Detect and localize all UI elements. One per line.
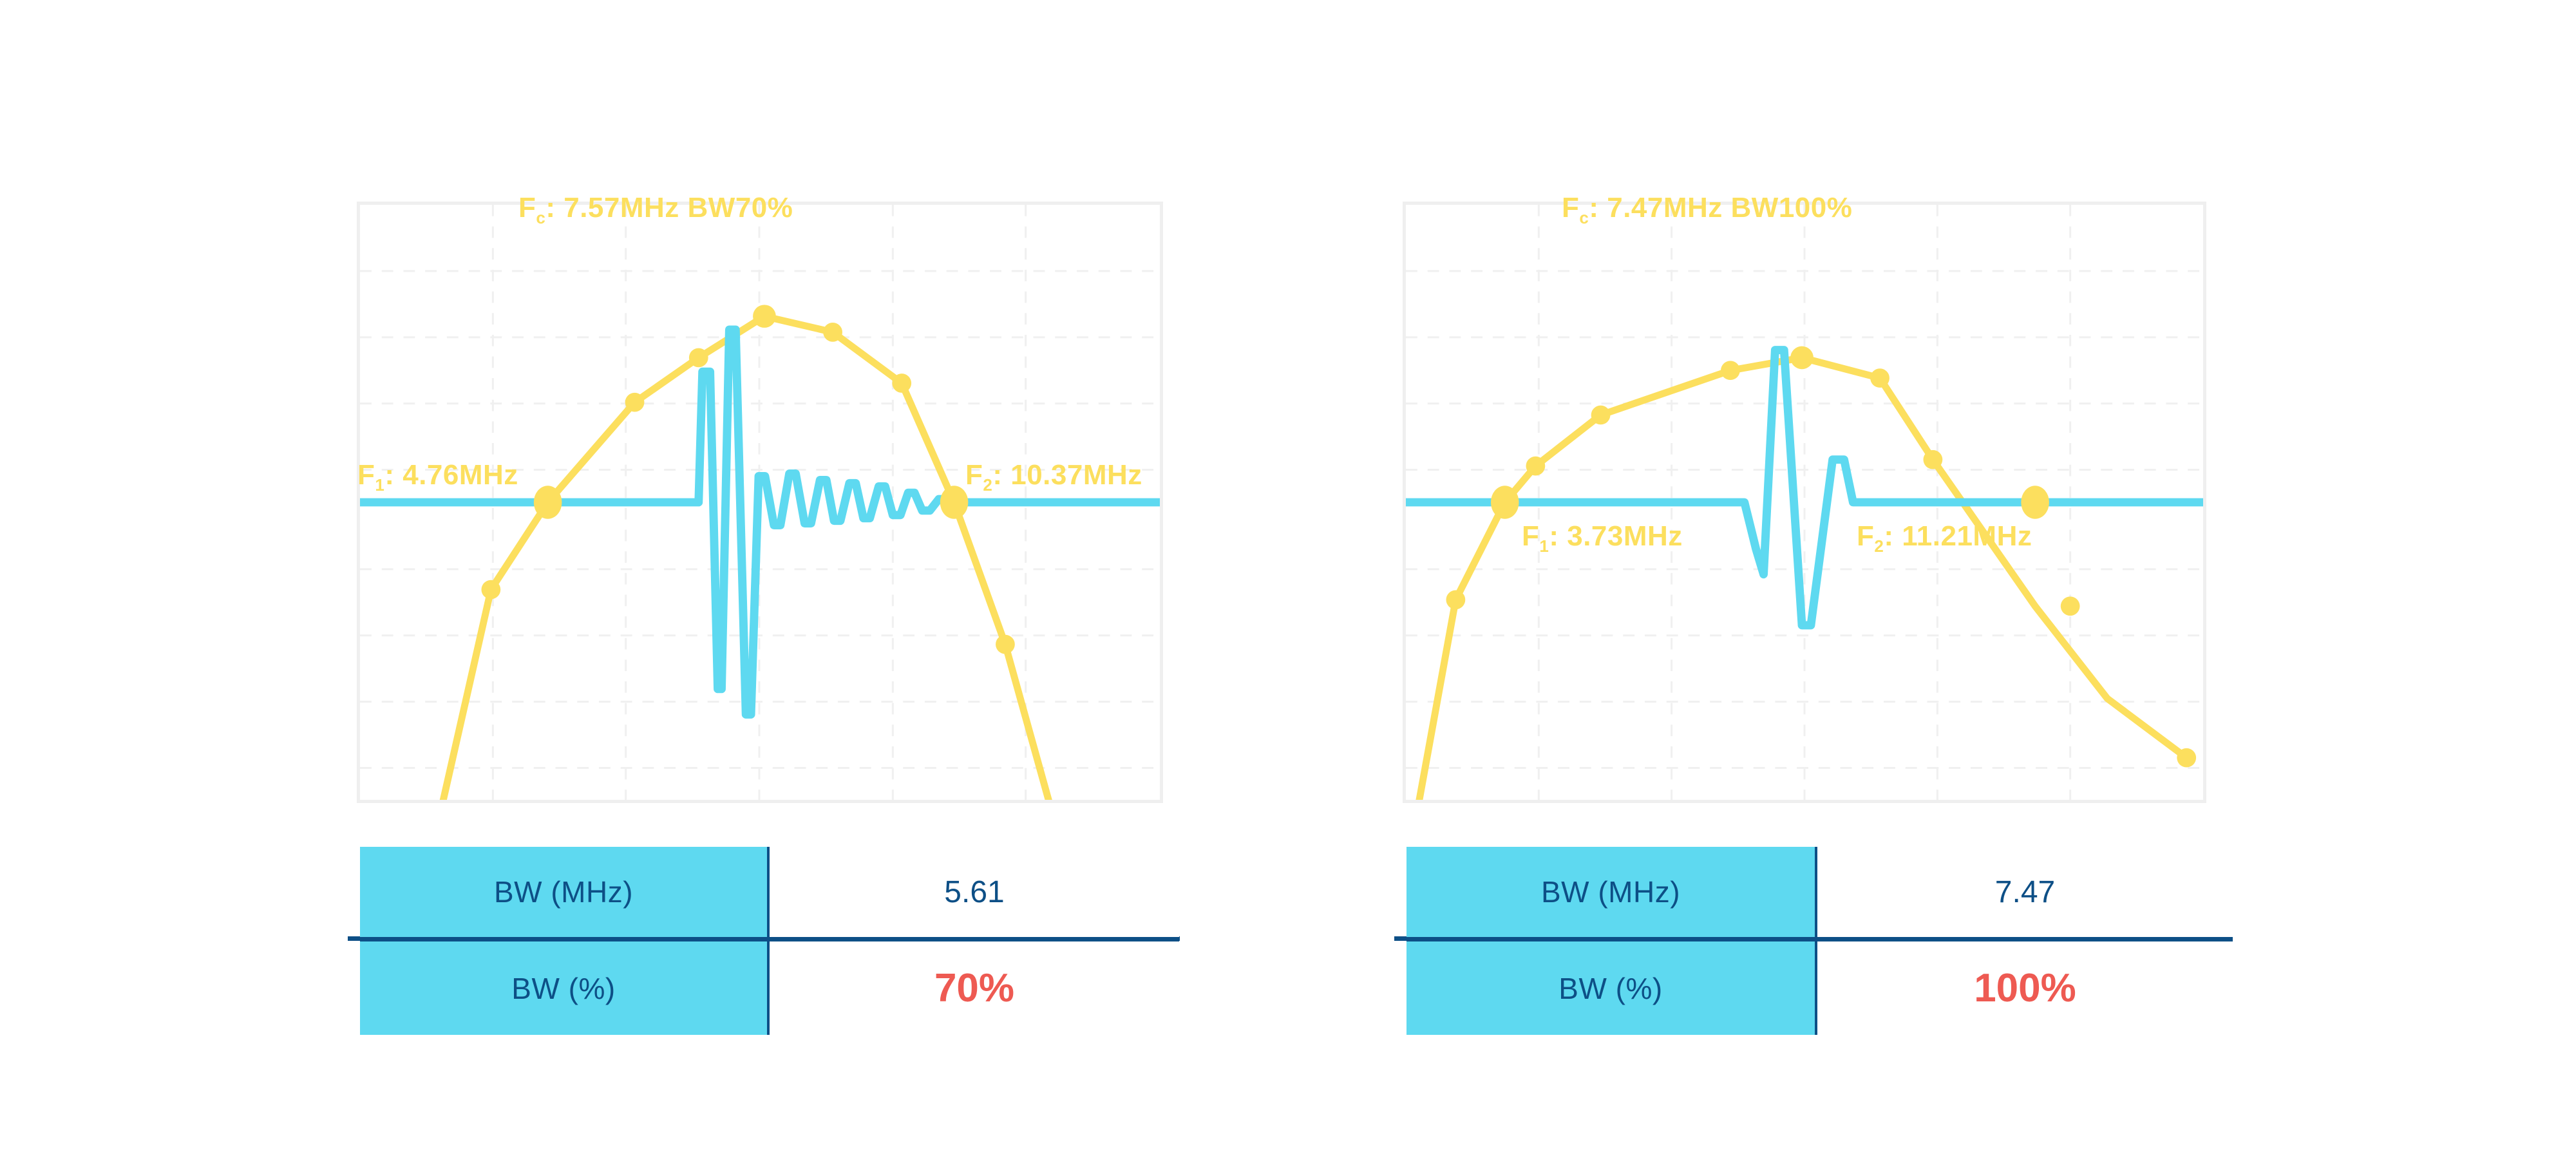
bw-percent-label-left: BW (%) [360, 939, 770, 1035]
pulse-echo-waveform-left [360, 325, 1160, 719]
f2-symbol-left: F [965, 459, 983, 491]
table-row: BW (MHz) 5.61 [360, 847, 1179, 941]
f2-text-left: : 10.37MHz [992, 459, 1142, 491]
bw-mhz-label-right: BW (MHz) [1406, 847, 1817, 941]
f1-marker-left [533, 486, 562, 519]
annotation-fc-right: Fc: 7.47MHz BW100% [1562, 192, 1852, 228]
f1-subscript-left: 1 [375, 475, 385, 495]
fc-symbol-right: F [1562, 192, 1580, 223]
chart-right-svg [1406, 205, 2203, 800]
fc-symbol-left: F [518, 192, 536, 223]
f2-subscript-right: 2 [1874, 536, 1884, 556]
f2-marker-left [940, 486, 969, 519]
f1-marker-right [1490, 486, 1519, 519]
table-row: BW (MHz) 7.47 [1406, 847, 2233, 941]
table-row: BW (%) 100% [1406, 939, 2233, 1035]
bw-percent-label-right: BW (%) [1406, 939, 1817, 1035]
chart-panel-left: Fc: 7.57MHz BW70% F1: 4.76MHz F2: 10.37M… [357, 192, 1163, 803]
bw-mhz-label-left: BW (MHz) [360, 847, 770, 941]
table-row: BW (%) 70% [360, 939, 1179, 1035]
f2-subscript-left: 2 [983, 475, 993, 495]
bw-mhz-value-left: 5.61 [768, 847, 1179, 941]
f2-symbol-right: F [1857, 520, 1875, 552]
bw-mhz-value-right: 7.47 [1816, 847, 2233, 941]
annotation-fc-left: Fc: 7.57MHz BW70% [518, 192, 793, 228]
bw-percent-value-right: 100% [1816, 939, 2233, 1035]
f2-marker-right [2021, 486, 2049, 519]
bandwidth-markers-left [533, 486, 969, 519]
grid-lines-left [360, 205, 1160, 800]
f1-text-left: : 4.76MHz [384, 459, 518, 491]
spectrum-curve-right [1416, 354, 2190, 800]
bw-table-left: BW (MHz) 5.61 BW (%) 70% [360, 847, 1179, 1035]
spectrum-markers-left [481, 305, 1015, 654]
fc-text-right: : 7.47MHz BW100% [1589, 192, 1853, 223]
f1-subscript-right: 1 [1539, 536, 1549, 556]
fc-subscript-right: c [1579, 207, 1589, 227]
fc-text-left: : 7.57MHz BW70% [545, 192, 793, 223]
bandwidth-markers-right [1490, 486, 2049, 519]
chart-left-svg [360, 205, 1160, 800]
f1-text-right: : 3.73MHz [1549, 520, 1683, 552]
annotation-f1-left: F1: 4.76MHz [357, 459, 518, 495]
fc-subscript-left: c [536, 207, 546, 227]
f1-symbol-left: F [357, 459, 375, 491]
f2-text-right: : 11.21MHz [1884, 520, 2032, 552]
chart-panel-right: Fc: 7.47MHz BW100% F1: 3.73MHz F2: 11.21… [1403, 192, 2206, 803]
bw-table-right: BW (MHz) 7.47 BW (%) 100% [1406, 847, 2233, 1035]
annotation-f2-left: F2: 10.37MHz [965, 459, 1142, 495]
f1-symbol-right: F [1522, 520, 1540, 552]
pulse-echo-waveform-right [1406, 346, 2203, 630]
bw-percent-value-left: 70% [768, 939, 1179, 1035]
annotation-f2-right: F2: 11.21MHz [1857, 520, 2032, 556]
annotation-f1-right: F1: 3.73MHz [1522, 520, 1683, 556]
